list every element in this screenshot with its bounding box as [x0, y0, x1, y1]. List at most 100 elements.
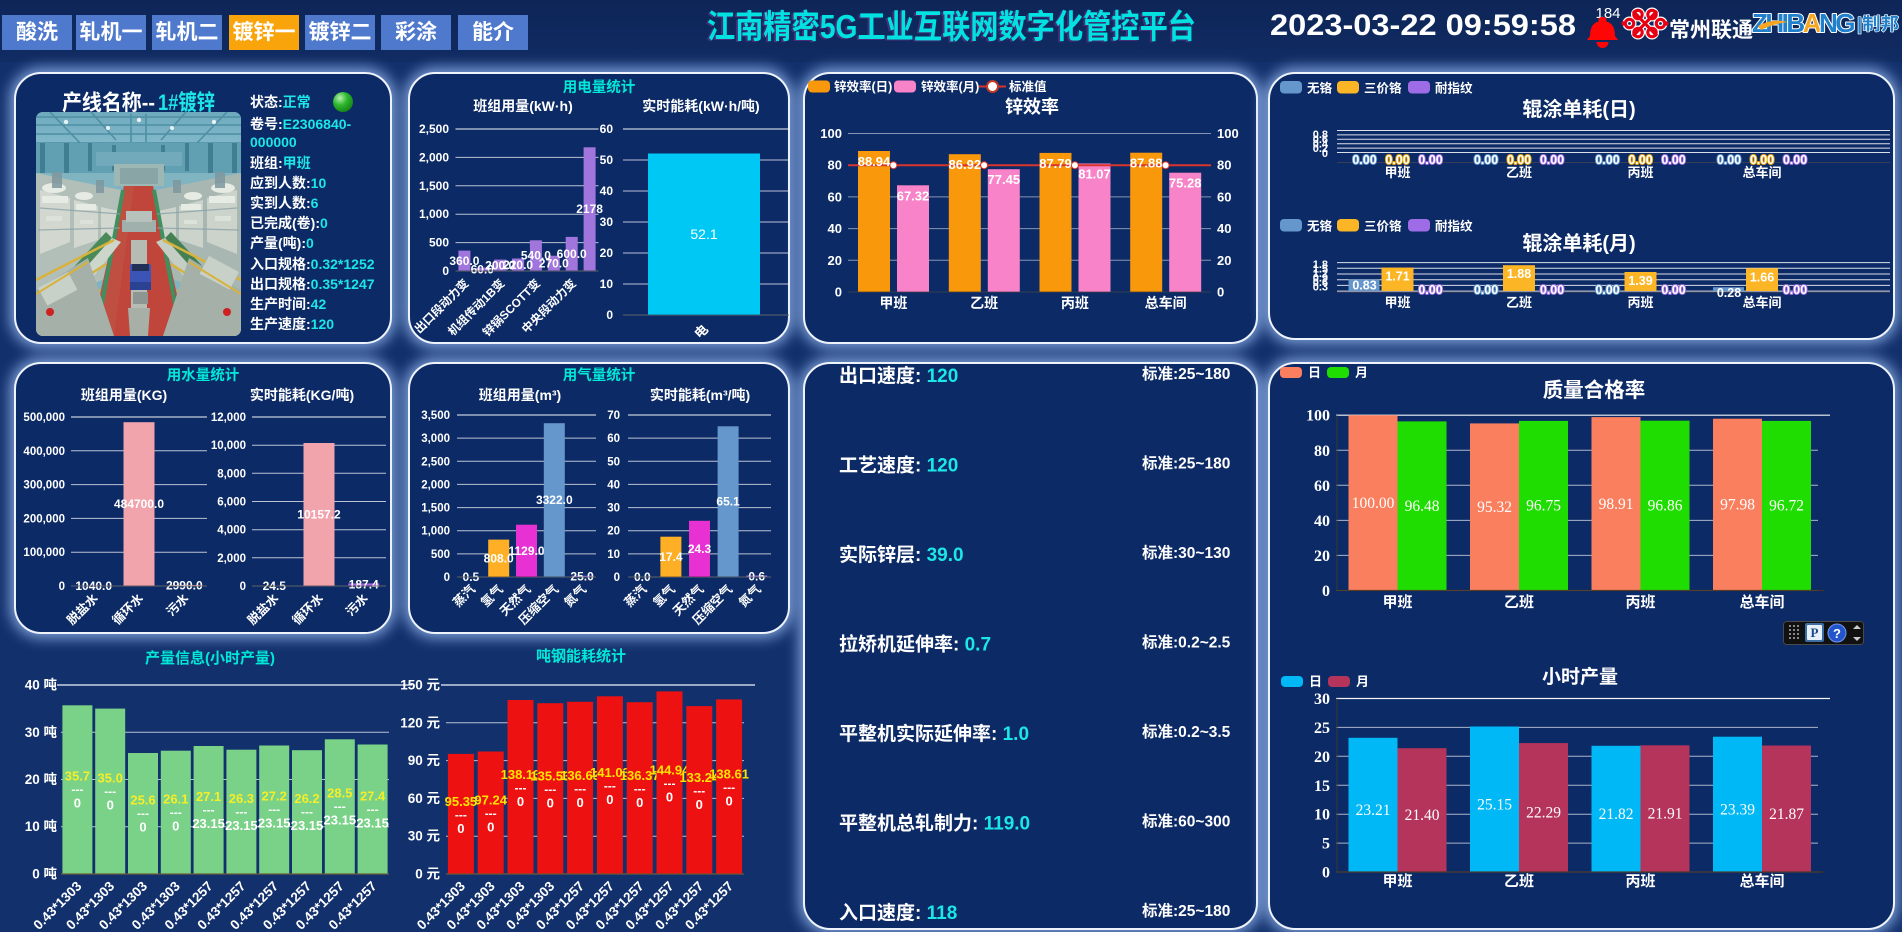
svg-text:0: 0: [547, 796, 554, 811]
svg-text:1.88: 1.88: [1507, 267, 1531, 281]
svg-text:0.00: 0.00: [1418, 153, 1442, 167]
svg-text:120 元: 120 元: [400, 715, 440, 730]
svg-text:2023-03-22 09:59:58: 2023-03-22 09:59:58: [1270, 9, 1576, 42]
svg-text:17.4: 17.4: [659, 550, 683, 564]
svg-text:26.1: 26.1: [163, 791, 188, 806]
svg-text:97.98: 97.98: [1720, 497, 1755, 514]
svg-text:1.66: 1.66: [1750, 270, 1774, 284]
svg-text:2,500: 2,500: [421, 456, 450, 468]
svg-text:0.00: 0.00: [1540, 283, 1564, 297]
svg-text:100: 100: [820, 126, 842, 141]
svg-text:无铬: 无铬: [1307, 219, 1333, 234]
svg-text:标准:25~180: 标准:25~180: [1142, 902, 1230, 920]
svg-text:80: 80: [1217, 158, 1231, 173]
svg-text:电: 电: [691, 322, 711, 342]
svg-text:808.0: 808.0: [484, 551, 514, 565]
svg-text:0.00: 0.00: [1628, 153, 1652, 167]
svg-text:应到人数:10: 应到人数:10: [250, 175, 326, 191]
svg-text:21.82: 21.82: [1599, 806, 1634, 823]
svg-text:100: 100: [1217, 126, 1239, 141]
svg-text:实时能耗(m³/吨): 实时能耗(m³/吨): [650, 387, 750, 403]
svg-text:甲班: 甲班: [1382, 594, 1412, 611]
svg-text:30: 30: [607, 503, 620, 515]
svg-text:0: 0: [74, 796, 81, 811]
svg-text:平整机实际延伸率: 1.0: 平整机实际延伸率: 1.0: [839, 722, 1029, 745]
svg-text:30 吨: 30 吨: [25, 725, 58, 740]
svg-text:23.15: 23.15: [192, 816, 225, 831]
svg-text:乙班: 乙班: [1506, 295, 1532, 310]
svg-text:23.15: 23.15: [258, 816, 291, 831]
svg-text:30: 30: [1314, 691, 1330, 708]
svg-text:23.15: 23.15: [356, 815, 389, 830]
svg-text:484700.0: 484700.0: [114, 497, 164, 511]
svg-text:0.8: 0.8: [1313, 129, 1328, 141]
svg-text:0: 0: [442, 264, 449, 278]
svg-text:27.1: 27.1: [196, 789, 221, 804]
svg-text:81.07: 81.07: [1078, 167, 1111, 182]
svg-text:187.4: 187.4: [349, 578, 379, 592]
svg-text:---: ---: [268, 803, 280, 817]
svg-text:1,000: 1,000: [419, 207, 449, 221]
svg-text:0.3: 0.3: [1313, 282, 1328, 294]
svg-text:77.45: 77.45: [988, 172, 1021, 187]
svg-text:40: 40: [1217, 221, 1231, 236]
svg-text:60: 60: [1314, 478, 1330, 495]
svg-text:87.88: 87.88: [1130, 156, 1163, 171]
svg-text:27.4: 27.4: [360, 788, 386, 803]
svg-text:135.53: 135.53: [530, 769, 570, 784]
svg-text:20: 20: [1314, 548, 1330, 565]
svg-text:4,000: 4,000: [217, 525, 246, 537]
svg-text:23.15: 23.15: [324, 813, 357, 828]
svg-text:0.6: 0.6: [1313, 134, 1328, 146]
svg-text:26.2: 26.2: [294, 791, 319, 806]
svg-text:87.79: 87.79: [1039, 156, 1072, 171]
svg-text:100,000: 100,000: [23, 547, 65, 559]
svg-text:锌效率(月): 锌效率(月): [921, 79, 979, 94]
svg-text:三价铬: 三价铬: [1364, 219, 1402, 234]
svg-text:标准:0.2~3.5: 标准:0.2~3.5: [1142, 723, 1231, 741]
svg-text:耐指纹: 耐指纹: [1435, 81, 1473, 96]
svg-text:锌效率: 锌效率: [1005, 97, 1059, 117]
svg-text:10 吨: 10 吨: [25, 819, 58, 834]
svg-text:28.5: 28.5: [327, 786, 352, 801]
svg-text:乙班: 乙班: [1504, 873, 1534, 890]
svg-text:入口规格:0.32*1252: 入口规格:0.32*1252: [250, 256, 375, 272]
svg-text:88.94: 88.94: [858, 154, 891, 169]
svg-text:0.00: 0.00: [1507, 153, 1531, 167]
svg-text:1.5: 1.5: [1313, 264, 1328, 276]
svg-text:甲班: 甲班: [879, 295, 907, 311]
svg-text:8,000: 8,000: [217, 468, 246, 480]
svg-text:实时能耗(kW·h/吨): 实时能耗(kW·h/吨): [642, 98, 759, 114]
svg-text:江南精密5G工业互联网数字化管控平台: 江南精密5G工业互联网数字化管控平台: [705, 9, 1194, 46]
svg-text:P: P: [1811, 625, 1819, 640]
svg-text:26.3: 26.3: [229, 791, 254, 806]
svg-text:0 吨: 0 吨: [32, 867, 57, 882]
svg-text:小时产量: 小时产量: [1542, 666, 1618, 688]
svg-text:---: ---: [170, 805, 182, 819]
svg-text:---: ---: [71, 783, 83, 797]
svg-text:6,000: 6,000: [217, 497, 246, 509]
svg-text:23.21: 23.21: [1356, 802, 1391, 819]
svg-text:3322.0: 3322.0: [536, 493, 573, 507]
svg-text:90 元: 90 元: [408, 753, 441, 768]
svg-text:5: 5: [1322, 836, 1330, 853]
svg-text:138.13: 138.13: [501, 767, 541, 782]
svg-text:?: ?: [1833, 626, 1841, 641]
svg-text:23.15: 23.15: [225, 818, 258, 833]
svg-text:班组用量(m³): 班组用量(m³): [479, 387, 561, 403]
svg-text:---: ---: [604, 779, 616, 793]
svg-text:40: 40: [1314, 513, 1330, 530]
svg-text:20: 20: [600, 246, 614, 260]
svg-text:标准:25~180: 标准:25~180: [1142, 455, 1230, 473]
svg-text:150 元: 150 元: [400, 678, 440, 693]
svg-text:月: 月: [1355, 365, 1368, 380]
svg-text:25: 25: [1314, 720, 1330, 737]
svg-text:1129.0: 1129.0: [508, 544, 544, 558]
svg-text:2178: 2178: [576, 202, 603, 216]
svg-text:用气量统计: 用气量统计: [563, 366, 636, 384]
svg-text:50: 50: [600, 153, 614, 167]
svg-text:0.00: 0.00: [1474, 283, 1498, 297]
svg-text:97.24: 97.24: [474, 793, 507, 808]
svg-text:0.00: 0.00: [1750, 153, 1774, 167]
svg-text:95.32: 95.32: [1477, 499, 1512, 516]
